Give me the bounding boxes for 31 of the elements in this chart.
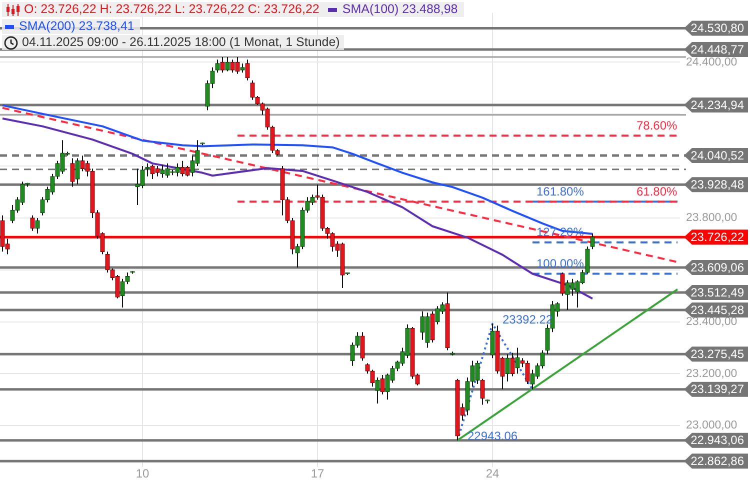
x-tick-label: 10 (136, 466, 150, 480)
data-label: 22943.06 (468, 429, 518, 444)
legend-label: SMA(100) 23.488,98 (342, 2, 458, 17)
ref-line-label: 24.040,52 (690, 148, 744, 162)
candlestick (125, 272, 130, 285)
x-tick-label: 17 (310, 466, 324, 480)
x-tick-label: 24 (486, 466, 500, 480)
ref-line-label: 24.448,77 (690, 42, 744, 56)
ref-line-label: 23.445,28 (690, 302, 744, 317)
candlestick (145, 162, 150, 177)
y-tick-label: 24.400,00 (686, 56, 738, 68)
series-label: 78.60% (636, 118, 678, 132)
ref-line-label: 24.530,80 (690, 21, 744, 36)
ref-line-label: 24.234,94 (690, 98, 744, 112)
y-tick-label: 23.200,00 (686, 368, 738, 380)
ref-line-label: 23.512,49 (690, 285, 744, 300)
ref-line-label: 23.726,22 (690, 230, 744, 244)
y-tick-label: 23.400,00 (686, 316, 738, 328)
ref-line-label: 22.862,86 (690, 454, 744, 468)
y-tick-label: 23.000,00 (686, 420, 738, 432)
ref-line-label: 23.609,06 (690, 260, 744, 274)
text: 04.11.2025 09:00 - 26.11.2025 18:00 (1 Monat, 1 Stunde) (22, 35, 340, 50)
legend-label: SMA(200) 23.738,41 (19, 19, 134, 34)
annotation: O: 23.726,22 H: 23.726,22 L: 23.726,22 C: 23.726,22 (24, 2, 320, 17)
ref-line-label: 23.275,45 (690, 346, 744, 361)
y-tick-label: 23.800,00 (686, 212, 738, 224)
series-label: 161.80% (536, 184, 584, 198)
ref-line-label: 23.928,48 (690, 177, 744, 192)
ref-line-label: 23.139,27 (690, 382, 744, 396)
series-label: 61.80% (636, 184, 678, 198)
ref-line-label: 22.943,06 (690, 433, 744, 448)
